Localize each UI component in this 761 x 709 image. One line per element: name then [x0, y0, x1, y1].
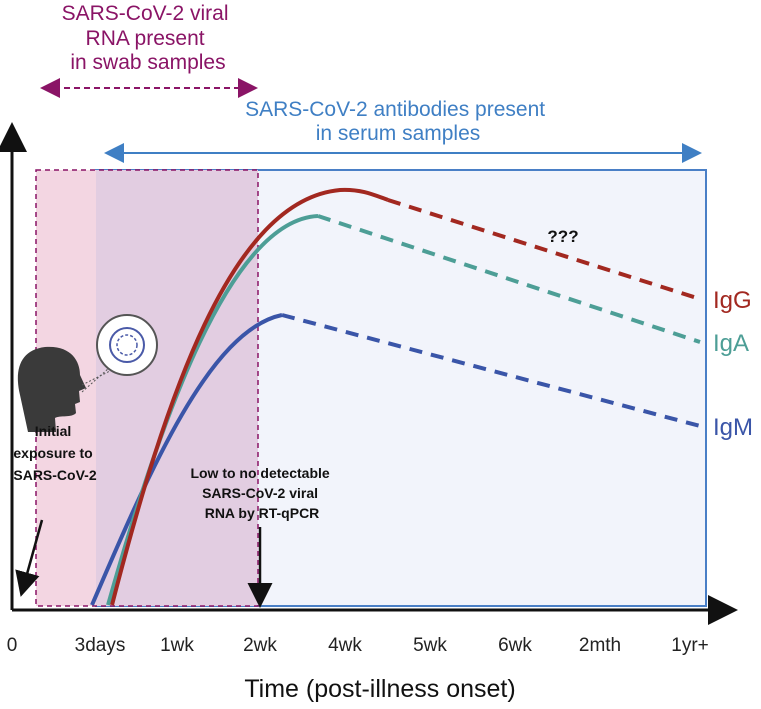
x-tick-label: 5wk — [413, 635, 447, 656]
swab-label: SARS-CoV-2 viral RNA present in swab sam… — [62, 2, 235, 74]
x-tick-label: 2mth — [579, 635, 621, 656]
igg-solid — [110, 187, 389, 606]
x-tick-label: 0 — [7, 635, 18, 656]
igg-dashed — [387, 198, 701, 301]
x-tick-label: 6wk — [498, 635, 532, 656]
x-axis-title: Time (post-illness onset) — [244, 675, 515, 703]
iga-label: IgA — [713, 330, 749, 357]
x-tick-label: 2wk — [243, 635, 277, 656]
igm-solid — [90, 313, 283, 606]
x-tick-label: 1yr+ — [671, 635, 709, 656]
serum-label: SARS-CoV-2 antibodies present in serum s… — [245, 98, 551, 145]
x-tick-label: 4wk — [328, 635, 362, 656]
igm-label: IgM — [713, 414, 753, 441]
unknown-label: ??? — [547, 227, 578, 246]
exposure-note: Initial exposure to SARS-CoV-2 — [13, 423, 96, 483]
iga-solid — [106, 214, 319, 606]
x-ticks: 0 3days 1wk 2wk 4wk 5wk 6wk 2mth 1yr+ — [7, 635, 709, 656]
x-tick-label: 3days — [75, 635, 126, 656]
head-icon — [17, 314, 158, 432]
igm-dashed — [281, 313, 701, 428]
iga-dashed — [317, 214, 701, 344]
detection-note: Low to no detectable SARS-CoV-2 viral RN… — [190, 465, 333, 521]
igg-label: IgG — [713, 287, 752, 314]
exposure-arrow — [15, 519, 44, 597]
x-tick-label: 1wk — [160, 635, 194, 656]
